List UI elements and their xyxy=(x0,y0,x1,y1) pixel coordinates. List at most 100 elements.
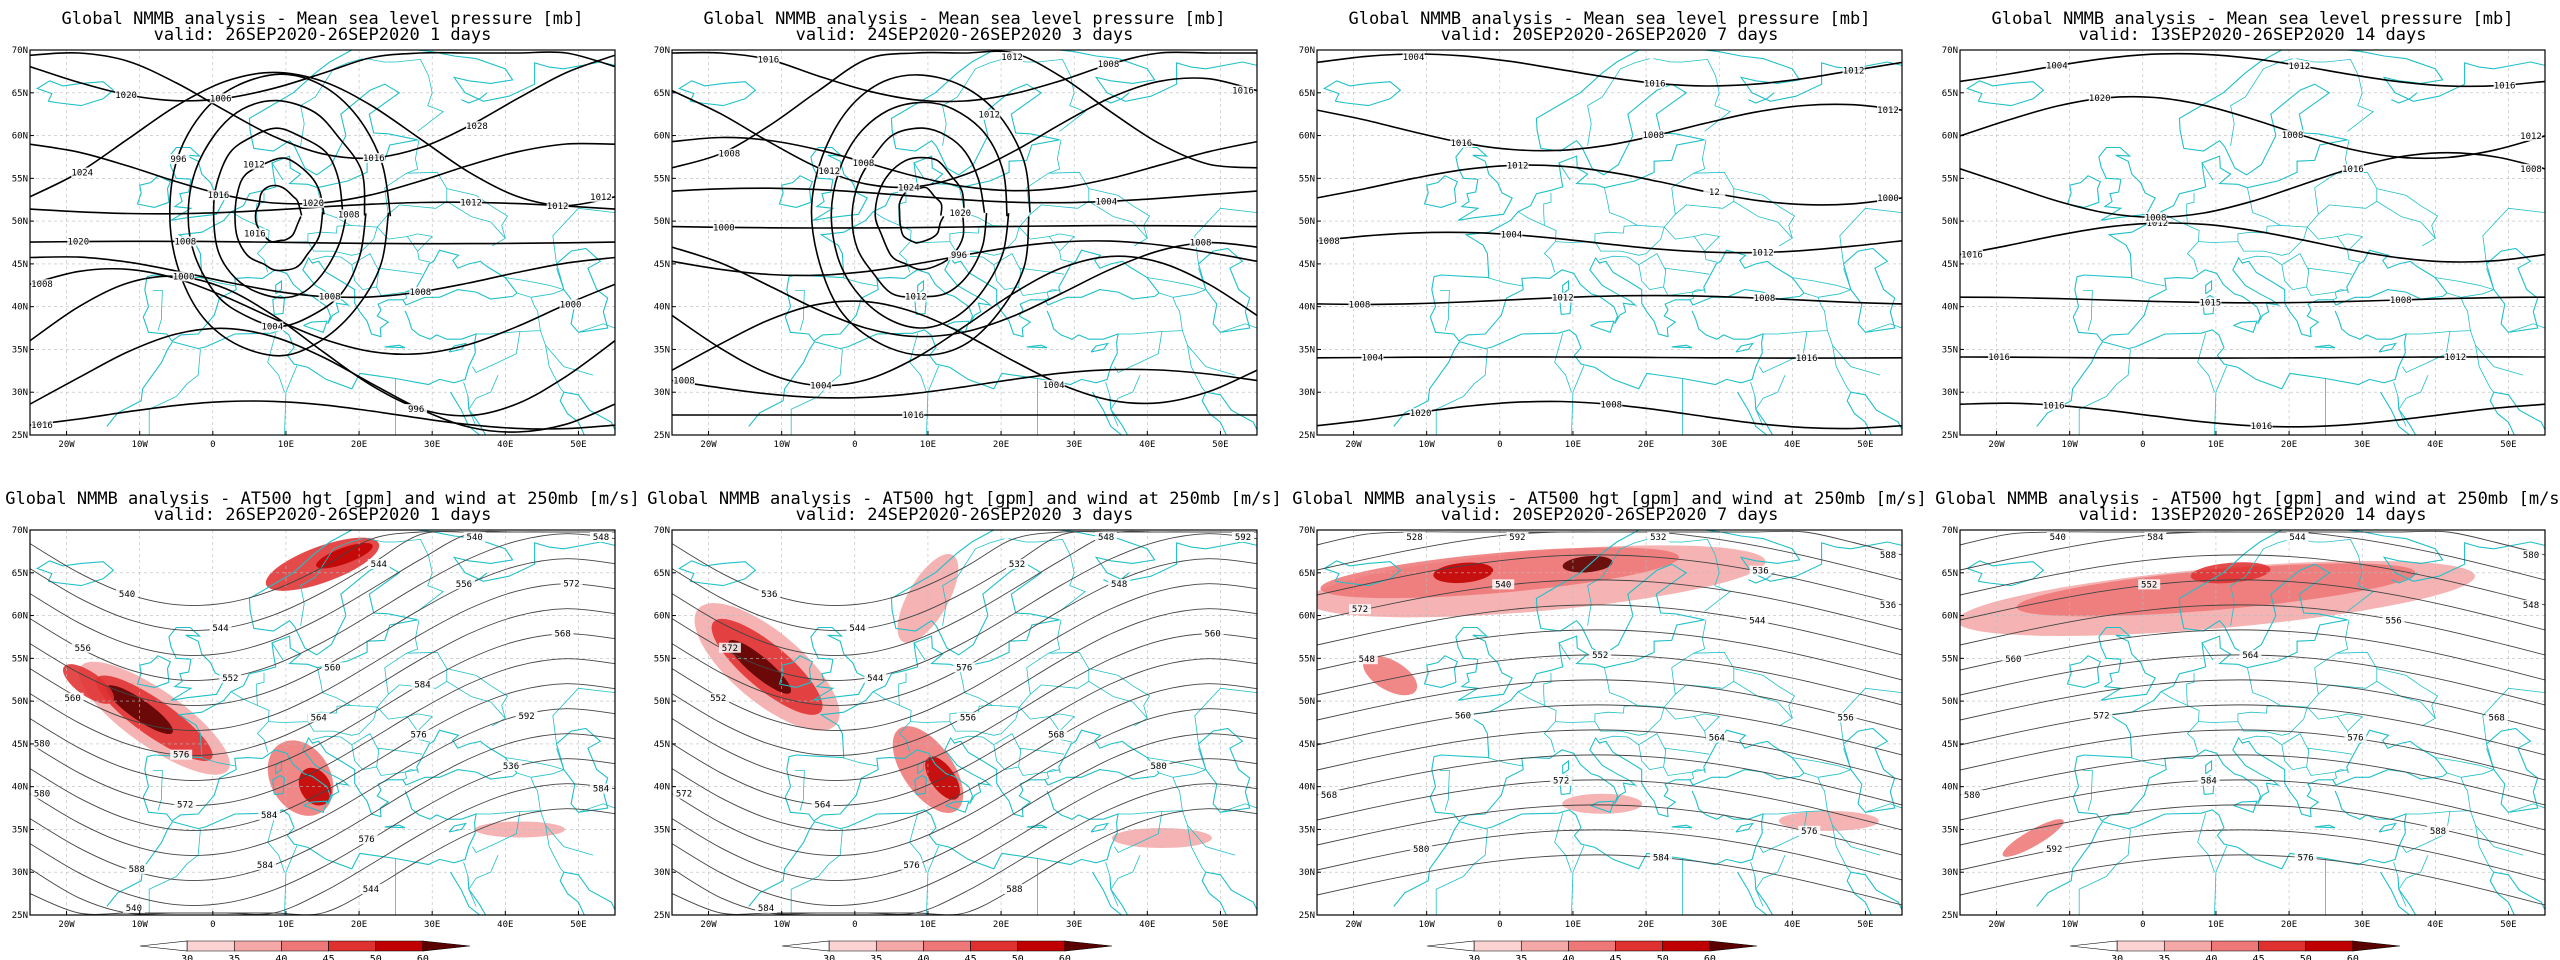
longitude-tick-label: 20W xyxy=(1345,920,1362,930)
longitude-tick-label: 20W xyxy=(1988,440,2005,450)
panel-valid-period: valid: 24SEP2020-26SEP2020 3 days xyxy=(796,25,1134,45)
longitude-tick-label: 10W xyxy=(2062,920,2079,930)
contour-label: 1012 xyxy=(818,167,840,177)
latitude-tick-label: 45N xyxy=(1942,740,1958,750)
panel-title: Global NMMB analysis - Mean sea level pr… xyxy=(704,9,1226,29)
contour-label: 572 xyxy=(177,801,193,811)
contour-label: 536 xyxy=(1752,567,1768,577)
contour-label: 556 xyxy=(1838,714,1854,724)
colorbar-segment xyxy=(1017,940,1066,952)
latitude-tick-label: 60N xyxy=(1299,612,1315,622)
latitude-tick-label: 55N xyxy=(12,174,28,184)
contour-label: 1008 xyxy=(853,159,875,169)
contour-label: 1008 xyxy=(409,288,431,298)
contour-label: 556 xyxy=(2385,617,2401,627)
contour-label: 552 xyxy=(2141,580,2157,590)
colorbar-tick-label: 60 xyxy=(1059,954,1071,960)
map-frame xyxy=(1316,49,1903,436)
map-panel-z500-7d: Global NMMB analysis - AT500 hgt [gpm] a… xyxy=(1292,489,1927,960)
colorbar-tick-label: 30 xyxy=(823,954,835,960)
longitude-tick-label: 30E xyxy=(1066,920,1082,930)
longitude-tick-label: 50E xyxy=(1212,440,1228,450)
contour-label: 1012 xyxy=(590,193,612,203)
contour-label: 1000 xyxy=(560,300,582,310)
map-area: 1004100810081012100810161016101610201016… xyxy=(1960,50,2545,435)
contour-label: 1008 xyxy=(2282,131,2304,141)
contour-label: 568 xyxy=(555,630,571,640)
colorbar-segment xyxy=(875,940,924,952)
latitude-tick-label: 70N xyxy=(1299,526,1315,536)
contour-label: 564 xyxy=(814,801,830,811)
longitude-tick-label: 40E xyxy=(1784,440,1800,450)
map-frame xyxy=(29,529,616,916)
contour-label: 1000 xyxy=(713,223,735,233)
latitude-tick-label: 60N xyxy=(1299,132,1315,142)
contour-label: 556 xyxy=(960,713,976,723)
colorbar-segment xyxy=(233,940,282,952)
latitude-tick-label: 30N xyxy=(654,868,670,878)
contour-label: 540 xyxy=(126,904,142,914)
map-area: 1020 1016 1012 1016 1012 1020 1008 1000 1000 996 1… xyxy=(30,50,615,435)
latitude-tick-label: 40N xyxy=(12,783,28,793)
contour-label: 996 xyxy=(951,251,967,261)
colorbar-segment xyxy=(2069,940,2118,952)
contour-label: 1015 xyxy=(2200,298,2222,308)
longitude-tick-label: 0 xyxy=(1497,920,1502,930)
contour-labels: 1016 1012 1016 1008 1004 1000 996 1008 1004 1004 1… xyxy=(673,52,1254,421)
contour-label: 568 xyxy=(1048,731,1064,741)
longitude-tick-label: 20W xyxy=(1988,920,2005,930)
panel-title: Global NMMB analysis - Mean sea level pr… xyxy=(1349,9,1871,29)
contour-label: 1008 xyxy=(1642,131,1664,141)
contour-label: 588 xyxy=(1006,885,1022,895)
contour-label: 1020 xyxy=(1410,409,1432,419)
contour-label: 576 xyxy=(2347,734,2363,744)
colorbar-segment xyxy=(422,940,471,952)
panel-title: Global NMMB analysis - AT500 hgt [gpm] a… xyxy=(1292,489,1927,509)
contour-label: 1016 xyxy=(1988,353,2010,363)
longitude-tick-label: 10E xyxy=(2208,920,2224,930)
contour-label: 580 xyxy=(1413,845,1429,855)
contour-label: 1000 xyxy=(173,272,195,282)
longitude-tick-label: 20E xyxy=(993,920,1009,930)
coastlines xyxy=(36,530,615,915)
latitude-tick-label: 45N xyxy=(12,260,28,270)
longitude-tick-label: 10E xyxy=(920,440,936,450)
latitude-tick-label: 65N xyxy=(12,569,28,579)
colorbar-tick-label: 35 xyxy=(870,954,882,960)
colorbar-tick-label: 35 xyxy=(1515,954,1527,960)
longitude-tick-label: 0 xyxy=(210,920,215,930)
latitude-tick-label: 30N xyxy=(1299,388,1315,398)
contour-label: 1020 xyxy=(67,238,89,248)
colorbar-segment xyxy=(970,940,1019,952)
contour-label: 1004 xyxy=(1043,381,1065,391)
latitude-tick-label: 50N xyxy=(12,217,28,227)
contour-label: 536 xyxy=(503,762,519,772)
latitude-tick-label: 70N xyxy=(12,526,28,536)
contour-label: 1008 xyxy=(319,293,341,303)
longitude-tick-label: 50E xyxy=(570,920,586,930)
longitude-tick-label: 20E xyxy=(1638,440,1654,450)
contour-label: 572 xyxy=(1352,605,1368,615)
coastlines xyxy=(678,530,1257,915)
contour-label: 584 xyxy=(758,904,774,914)
latitude-tick-label: 70N xyxy=(654,526,670,536)
map-area: 528 532 536 540 544 548 552 556 560 564 568 572 576 5… xyxy=(1317,530,1902,915)
panel-valid-period: valid: 26SEP2020-26SEP2020 1 days xyxy=(154,25,492,45)
latitude-tick-label: 35N xyxy=(12,825,28,835)
latitude-tick-label: 45N xyxy=(1299,740,1315,750)
longitude-tick-label: 10W xyxy=(774,920,791,930)
latitude-tick-label: 65N xyxy=(1942,569,1958,579)
contour-label: 1008 xyxy=(1190,239,1212,249)
contour-label: 560 xyxy=(324,663,340,673)
longitude-tick-label: 40E xyxy=(1784,920,1800,930)
map-frame xyxy=(671,49,1258,436)
contour-label: 544 xyxy=(363,885,379,895)
panel-title: Global NMMB analysis - AT500 hgt [gpm] a… xyxy=(647,489,1282,509)
latitude-tick-label: 30N xyxy=(12,388,28,398)
longitude-tick-label: 50E xyxy=(570,440,586,450)
contour-label: 1020 xyxy=(949,209,971,219)
latitude-tick-label: 65N xyxy=(654,89,670,99)
longitude-tick-label: 30E xyxy=(424,920,440,930)
contour-label: 560 xyxy=(1455,712,1471,722)
colorbar-tick-label: 40 xyxy=(275,954,287,960)
